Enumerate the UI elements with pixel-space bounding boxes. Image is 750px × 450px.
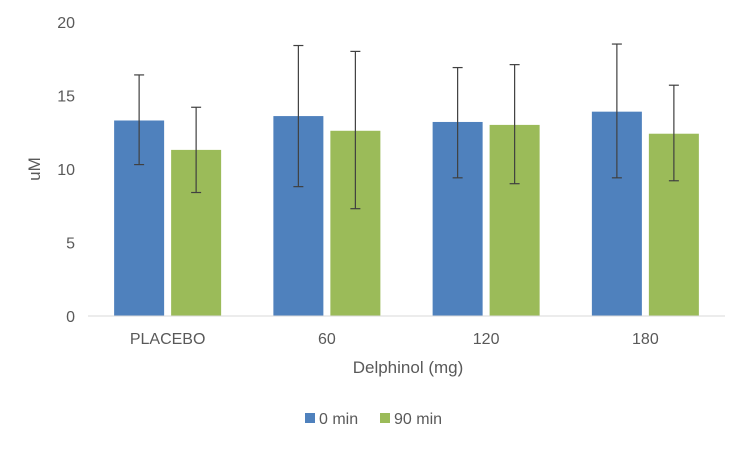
y-tick-label: 0: [66, 309, 75, 326]
y-tick-label: 20: [57, 15, 75, 32]
bars: [114, 111, 699, 317]
y-tick-label: 10: [57, 162, 75, 179]
legend-swatch: [305, 413, 315, 423]
y-axis-ticks: 0 5 10 15 20: [57, 15, 75, 326]
y-axis-title: uM: [25, 157, 44, 181]
legend: 0 min 90 min: [305, 411, 442, 428]
legend-label: 90 min: [394, 411, 442, 428]
x-axis-title: Delphinol (mg): [353, 358, 464, 377]
legend-label: 0 min: [319, 411, 358, 428]
x-axis-ticks: PLACEBO 60 120 180: [130, 331, 659, 348]
legend-swatch: [380, 413, 390, 423]
x-tick-label: 60: [318, 331, 336, 348]
x-tick-label: 120: [473, 331, 500, 348]
x-tick-label: 180: [632, 331, 659, 348]
error-bars: [134, 43, 679, 210]
y-tick-label: 5: [66, 236, 75, 253]
y-tick-label: 15: [57, 89, 75, 106]
x-tick-label: PLACEBO: [130, 331, 206, 348]
